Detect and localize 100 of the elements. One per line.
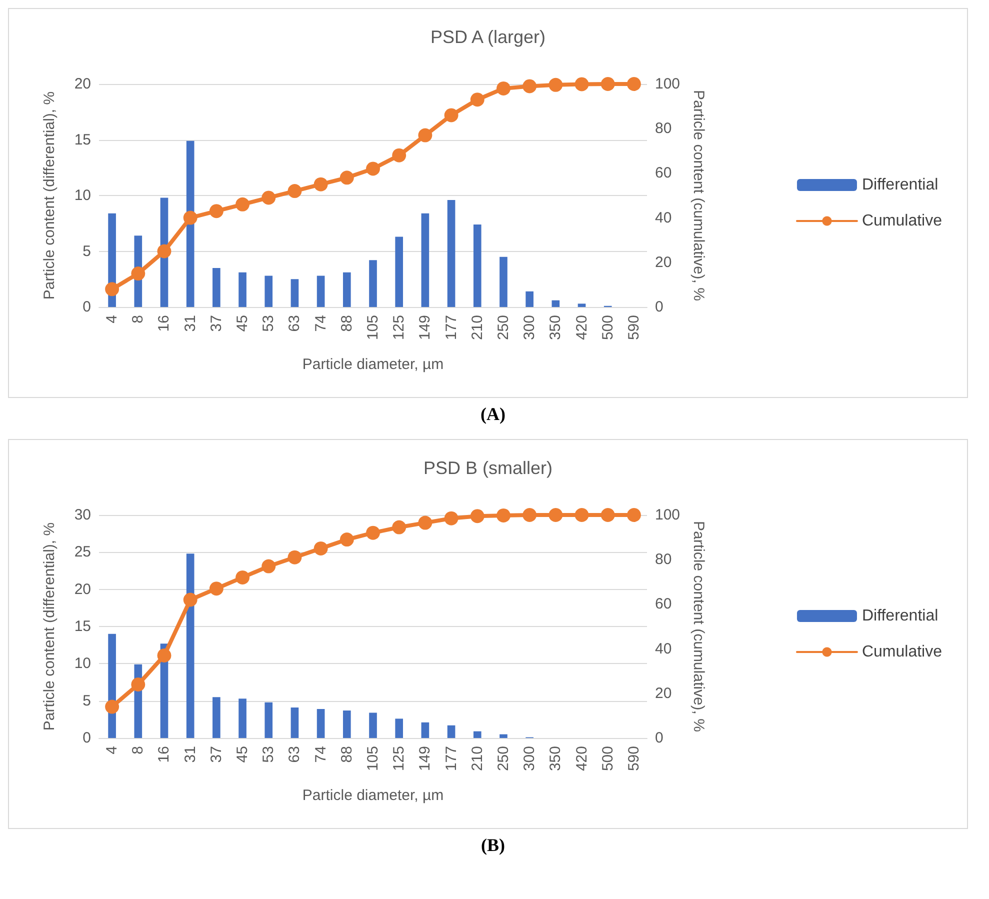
x-tick-label: 88 bbox=[338, 746, 356, 763]
y-tick-label: 15 bbox=[74, 131, 91, 148]
bar bbox=[447, 200, 456, 307]
y2-tick-label: 100 bbox=[655, 76, 680, 92]
x-tick-label: 53 bbox=[260, 746, 278, 763]
bar bbox=[342, 710, 351, 738]
point bbox=[418, 128, 432, 142]
point bbox=[340, 532, 354, 547]
point bbox=[209, 582, 224, 596]
point bbox=[105, 282, 120, 296]
x-tick-label: 177 bbox=[442, 315, 460, 340]
bar bbox=[369, 712, 377, 738]
y2-tick-label: 40 bbox=[655, 640, 672, 658]
bar bbox=[473, 224, 482, 307]
x-tick-label: 590 bbox=[625, 746, 642, 772]
bar bbox=[342, 272, 351, 307]
bar bbox=[578, 304, 586, 307]
point bbox=[366, 162, 380, 176]
point bbox=[288, 184, 302, 198]
x-tick-label: 45 bbox=[234, 746, 252, 763]
y2-axis-title: Particle content (cumulative), % bbox=[690, 90, 707, 301]
legend-label: Cumulative bbox=[862, 644, 942, 660]
x-tick-label: 210 bbox=[468, 746, 486, 772]
x-tick-label: 74 bbox=[312, 746, 330, 763]
bar bbox=[473, 731, 482, 738]
point bbox=[183, 210, 198, 225]
point bbox=[470, 92, 484, 107]
bar bbox=[264, 702, 273, 738]
point bbox=[574, 508, 589, 522]
x-tick-label: 4 bbox=[104, 315, 121, 324]
bar bbox=[421, 213, 430, 307]
y2-tick-label: 60 bbox=[655, 596, 672, 613]
point bbox=[262, 190, 276, 205]
chart-title: PSD B (smaller) bbox=[423, 458, 553, 478]
point bbox=[522, 79, 537, 94]
point bbox=[444, 511, 458, 526]
x-tick-label: 210 bbox=[468, 315, 486, 340]
bar bbox=[526, 291, 534, 307]
bar bbox=[421, 722, 430, 738]
point bbox=[157, 648, 172, 662]
y2-tick-label: 20 bbox=[655, 684, 672, 702]
chart-title: PSD A (larger) bbox=[430, 27, 546, 47]
bar bbox=[264, 276, 273, 307]
x-tick-label: 74 bbox=[312, 315, 330, 332]
y-axis-title: Particle content (differential), % bbox=[41, 91, 58, 300]
y-tick-label: 30 bbox=[74, 506, 91, 524]
bar bbox=[316, 276, 325, 307]
y2-tick-label: 40 bbox=[655, 209, 672, 226]
y2-tick-label: 80 bbox=[655, 120, 672, 138]
bar bbox=[369, 260, 377, 307]
point bbox=[600, 508, 615, 522]
x-tick-label: 420 bbox=[573, 315, 590, 340]
point bbox=[340, 170, 354, 185]
x-tick-label: 149 bbox=[416, 315, 434, 340]
x-tick-label: 590 bbox=[625, 315, 642, 340]
x-tick-label: 16 bbox=[156, 746, 173, 763]
x-tick-label: 88 bbox=[338, 315, 356, 332]
x-tick-label: 105 bbox=[364, 746, 382, 772]
x-tick-label: 177 bbox=[442, 746, 460, 772]
y-axis-title: Particle content (differential), % bbox=[41, 522, 58, 731]
y-tick-label: 0 bbox=[82, 730, 91, 746]
legend-label: Differential bbox=[862, 176, 938, 194]
bar bbox=[395, 718, 404, 738]
point bbox=[131, 266, 146, 281]
y2-axis-title: Particle content (cumulative), % bbox=[690, 521, 707, 732]
text: (B) bbox=[480, 834, 506, 857]
point bbox=[548, 508, 563, 522]
point bbox=[262, 559, 276, 574]
point bbox=[392, 520, 406, 534]
y-tick-label: 15 bbox=[74, 618, 91, 635]
x-tick-label: 125 bbox=[390, 315, 408, 340]
point bbox=[496, 81, 510, 96]
bar bbox=[447, 725, 456, 738]
x-tick-label: 350 bbox=[547, 746, 564, 772]
point bbox=[157, 244, 172, 258]
y2-tick-label: 60 bbox=[655, 164, 672, 182]
bar bbox=[395, 236, 404, 307]
bar bbox=[500, 256, 508, 307]
bar bbox=[238, 272, 246, 307]
y-tick-label: 5 bbox=[82, 242, 91, 260]
text: (A) bbox=[480, 403, 506, 426]
x-tick-label: 300 bbox=[521, 746, 538, 772]
x-tick-label: 500 bbox=[599, 746, 616, 772]
x-tick-label: 149 bbox=[416, 746, 434, 772]
point bbox=[131, 677, 146, 692]
bar bbox=[212, 697, 220, 738]
point bbox=[470, 509, 484, 524]
x-tick-label: 37 bbox=[208, 746, 225, 763]
x-tick-label: 300 bbox=[521, 315, 538, 340]
point bbox=[548, 78, 563, 92]
bar bbox=[500, 734, 508, 738]
bar bbox=[290, 279, 299, 307]
x-tick-label: 16 bbox=[156, 315, 173, 332]
x-tick-label: 31 bbox=[182, 315, 199, 332]
x-tick-label: 45 bbox=[234, 315, 252, 332]
x-tick-label: 4 bbox=[104, 746, 121, 754]
x-tick-label: 53 bbox=[260, 315, 278, 332]
point bbox=[183, 592, 198, 607]
x-axis-title: Particle diameter, µm bbox=[302, 787, 444, 804]
y-tick-label: 0 bbox=[82, 298, 91, 316]
